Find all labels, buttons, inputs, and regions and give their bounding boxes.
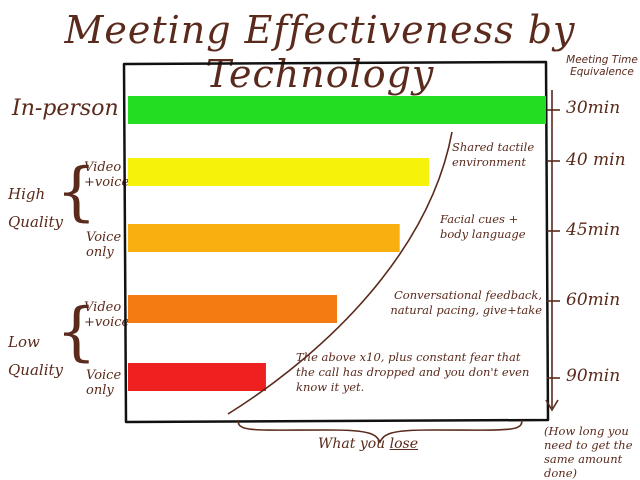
time-label-1: 40 min xyxy=(566,150,626,170)
time-label-4: 90min xyxy=(566,366,621,386)
row-label-in-person: In-person xyxy=(12,96,119,121)
annotation-conversational: Conversational feedback, natural pacing,… xyxy=(390,288,542,317)
annotation-tactile: Shared tactile environment xyxy=(452,140,535,169)
time-label-3: 60min xyxy=(566,290,621,310)
row-label-high-video-voice: Video +voice xyxy=(84,160,130,190)
bottom-brace xyxy=(237,419,523,444)
group-label-high-quality: High Quality xyxy=(8,185,63,231)
group-label-low-quality: Low Quality xyxy=(8,333,63,379)
right-axis xyxy=(545,90,560,412)
chart-title: Meeting Effectiveness by Technology xyxy=(64,8,576,96)
bar-3 xyxy=(128,295,337,323)
annotation-facial: Facial cues + body language xyxy=(440,212,526,241)
time-label-2: 45min xyxy=(566,220,621,240)
low-quality-brace: { xyxy=(56,295,97,369)
annotation-fear: The above x10, plus constant fear that t… xyxy=(296,350,530,394)
annotation-separator-curve xyxy=(227,131,453,415)
what-you-lose-prefix: What you xyxy=(318,436,386,452)
bar-4 xyxy=(128,363,266,391)
row-label-low-voice-only: Voice only xyxy=(86,368,122,398)
right-axis-arrow xyxy=(545,399,559,412)
high-quality-brace: { xyxy=(56,155,97,229)
what-you-lose-label: What you lose xyxy=(318,436,418,452)
right-axis-title: Meeting Time Equivalence xyxy=(566,54,638,78)
what-you-lose-emphasis: lose xyxy=(389,436,419,452)
right-axis-note: (How long you need to get the same amoun… xyxy=(544,424,633,480)
plot-frame xyxy=(122,60,550,424)
bars-group xyxy=(128,96,546,391)
bar-0 xyxy=(128,96,546,124)
row-label-high-voice-only: Voice only xyxy=(86,230,122,260)
bar-2 xyxy=(128,224,400,252)
bar-1 xyxy=(128,158,429,186)
row-label-low-video-voice: Video +voice xyxy=(84,300,130,330)
time-label-0: 30min xyxy=(566,98,621,118)
